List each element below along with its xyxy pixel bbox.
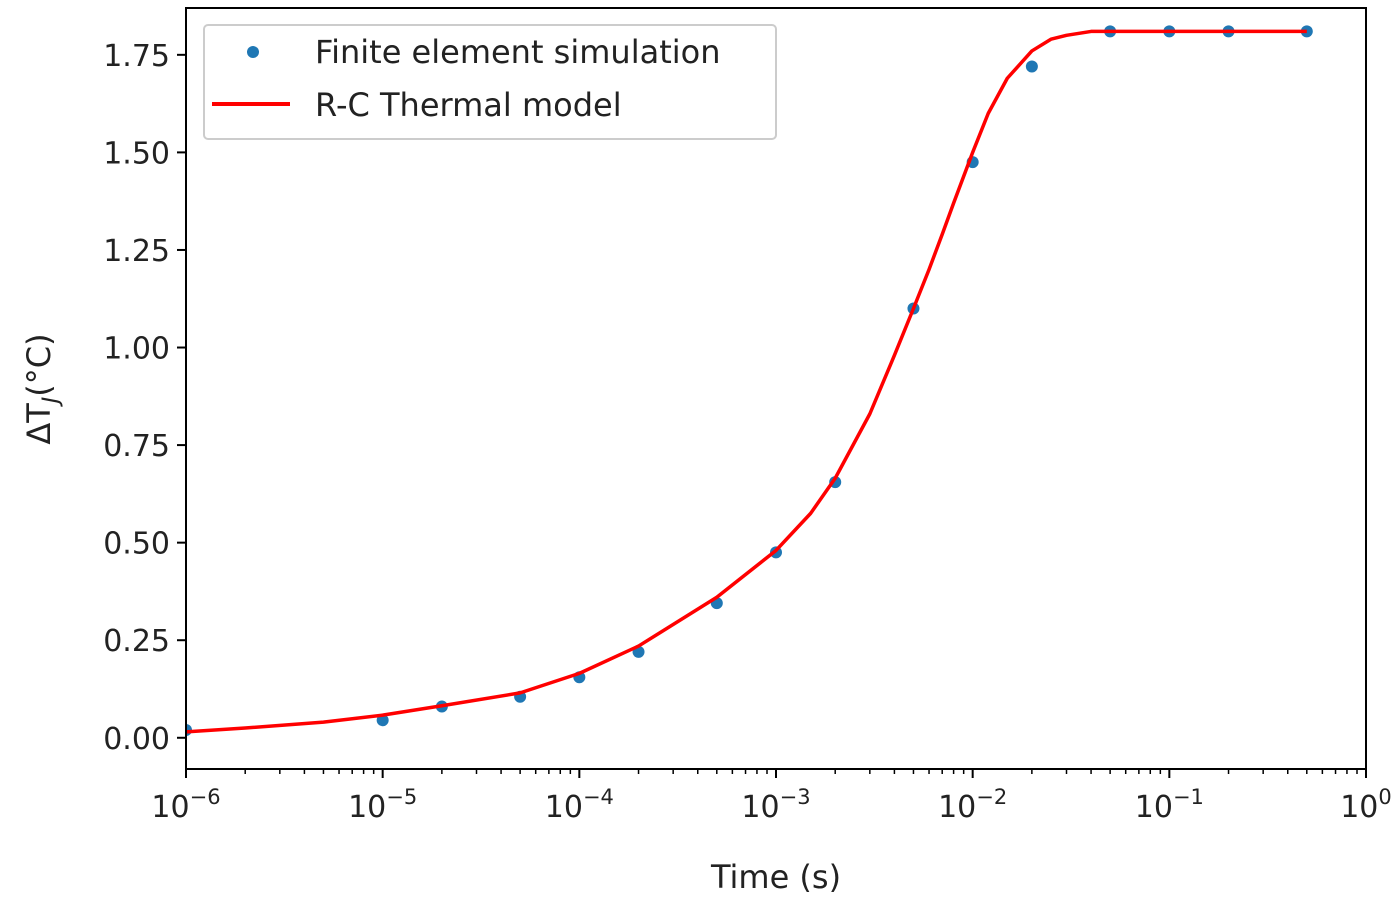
x-tick-label-6: 100: [1340, 785, 1392, 825]
legend-marker-finite-element: [247, 46, 259, 58]
legend-box: [203, 24, 777, 140]
y-tick-label-5: 1.25: [103, 234, 170, 269]
x-tick-label-exp-4: −2: [976, 785, 1007, 809]
x-tick-label-0: 10−6: [151, 785, 220, 825]
x-tick-label-4: 10−2: [938, 785, 1007, 825]
x-tick-label-base-0: 10: [151, 790, 189, 825]
y-axis-label-unit: (°C): [20, 333, 58, 396]
x-tick-label-5: 10−1: [1135, 785, 1204, 825]
x-tick-label-base-2: 10: [545, 790, 583, 825]
y-tick-label-1: 0.25: [103, 624, 170, 659]
x-tick-label-base-6: 10: [1340, 790, 1378, 825]
legend: Finite element simulation R-C Thermal mo…: [203, 24, 777, 140]
x-tick-label-base-4: 10: [938, 790, 976, 825]
y-tick-label-0: 0.00: [103, 722, 170, 757]
x-axis: 10−6 10−5 10−4 10−3 10−2 10−1 100: [151, 769, 1392, 825]
fe-point-11: [1025, 60, 1038, 73]
x-tick-label-1: 10−5: [348, 785, 417, 825]
rc-model-line: [186, 29, 1307, 734]
x-tick-label-exp-2: −4: [583, 785, 614, 809]
y-tick-label-7: 1.75: [103, 39, 170, 74]
x-tick-label-3: 10−3: [741, 785, 810, 825]
x-tick-label-base-1: 10: [348, 790, 386, 825]
y-axis: 0.00 0.25 0.50 0.75 1.00 1.25 1.50 1.75: [103, 39, 186, 757]
y-axis-label-main: ΔT: [20, 403, 58, 445]
x-tick-label-base-3: 10: [741, 790, 779, 825]
x-tick-label-exp-3: −3: [780, 785, 811, 809]
x-tick-label-exp-5: −1: [1173, 785, 1204, 809]
x-axis-label: Time (s): [710, 858, 841, 896]
x-tick-label-base-5: 10: [1135, 790, 1173, 825]
y-tick-label-2: 0.50: [103, 527, 170, 562]
y-tick-label-3: 0.75: [103, 429, 170, 464]
legend-label-finite-element: Finite element simulation: [315, 33, 720, 71]
x-tick-label-2: 10−4: [545, 785, 614, 825]
y-tick-label-6: 1.50: [103, 136, 170, 171]
legend-label-rc-model: R-C Thermal model: [315, 86, 622, 124]
x-tick-label-exp-0: −6: [190, 785, 221, 809]
x-tick-label-exp-6: 0: [1378, 785, 1391, 809]
x-tick-label-exp-1: −5: [386, 785, 417, 809]
y-axis-label: ΔTJ(°C): [20, 333, 64, 444]
y-axis-label-sub: J: [39, 397, 64, 408]
y-tick-label-4: 1.00: [103, 332, 170, 367]
plot-area: [186, 25, 1313, 736]
